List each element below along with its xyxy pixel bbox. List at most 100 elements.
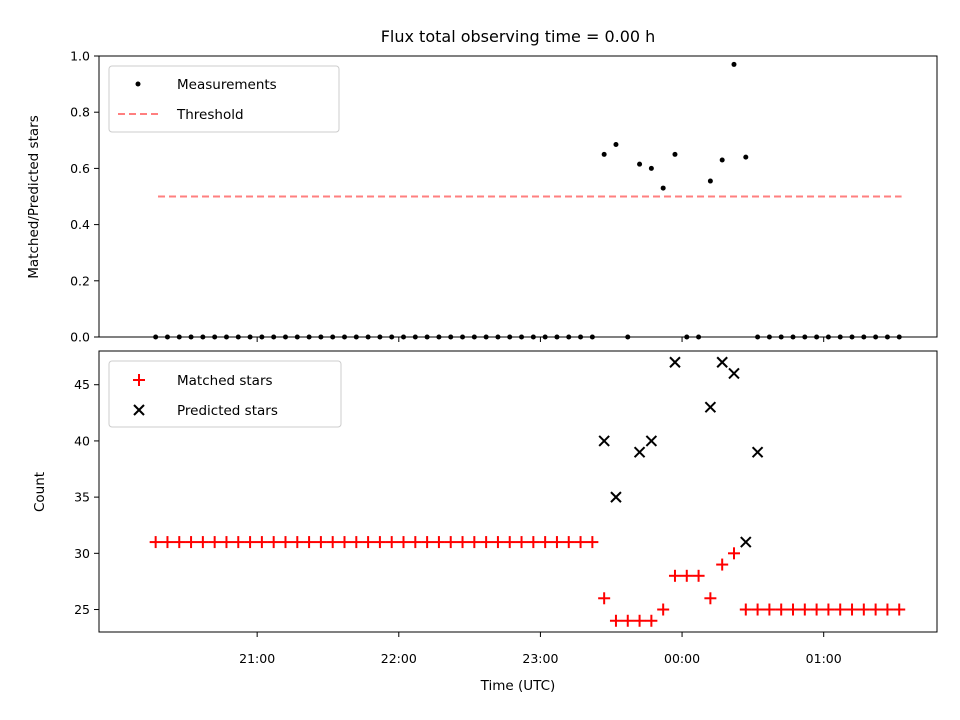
legend-marker-predicted xyxy=(133,404,145,416)
matched-star-point xyxy=(326,536,339,549)
measurement-point xyxy=(719,157,725,163)
matched-star-point xyxy=(787,603,800,616)
matched-star-point xyxy=(716,558,729,571)
predicted-star-point xyxy=(728,367,740,380)
predicted-star-point xyxy=(645,435,658,447)
ratio-y-tick-label: 0.2 xyxy=(70,273,90,288)
matched-star-point xyxy=(609,614,622,627)
predicted-star-point xyxy=(598,435,610,447)
matched-star-point xyxy=(456,536,469,549)
count-y-axis-label: Count xyxy=(32,472,48,512)
matched-star-point xyxy=(727,547,740,560)
matched-star-point xyxy=(303,536,316,549)
ratio-y-tick-label: 0.0 xyxy=(70,330,90,345)
matched-star-point xyxy=(562,536,575,549)
matched-star-point xyxy=(173,536,186,549)
ratio-y-ticks: 0.0 0.2 0.4 0.6 0.8 1.0 xyxy=(70,49,99,345)
legend-label-predicted: Predicted stars xyxy=(177,403,278,419)
count-marks xyxy=(149,356,906,627)
matched-star-point xyxy=(338,536,351,549)
ratio-y-tick-label: 0.6 xyxy=(70,161,90,176)
matched-star-point xyxy=(385,536,398,549)
matched-star-point xyxy=(409,536,422,549)
legend-label-threshold: Threshold xyxy=(176,107,244,123)
ratio-y-tick-label: 0.8 xyxy=(70,105,90,120)
matched-star-point xyxy=(775,603,788,616)
matched-star-point xyxy=(149,536,162,549)
count-legend: Matched stars Predicted stars xyxy=(108,360,342,428)
matched-star-point xyxy=(598,592,611,605)
matched-star-point xyxy=(834,603,847,616)
matched-star-point xyxy=(397,536,410,549)
measurement-point xyxy=(743,154,749,160)
measurement-point xyxy=(601,151,607,157)
ratio-y-tick-label: 0.4 xyxy=(70,217,90,232)
matched-star-point xyxy=(196,536,209,549)
matched-star-point xyxy=(314,536,327,549)
ratio-legend: Measurements Threshold xyxy=(108,65,340,133)
matched-star-point xyxy=(763,603,776,616)
count-y-ticks: 25 30 35 40 45 xyxy=(74,377,99,617)
measurement-point xyxy=(648,165,654,171)
matched-star-point xyxy=(846,603,859,616)
measurement-point xyxy=(672,151,678,157)
matched-star-point xyxy=(621,614,634,627)
x-tick-label: 22:00 xyxy=(381,651,417,666)
x-tick-label: 23:00 xyxy=(522,651,558,666)
legend-marker-measurements xyxy=(135,81,141,87)
matched-star-point xyxy=(550,536,563,549)
matched-star-point xyxy=(668,569,681,582)
matched-star-point xyxy=(350,536,363,549)
count-x-ticks: 21:00 22:00 23:00 00:00 01:00 xyxy=(239,632,842,666)
matched-star-point xyxy=(232,536,245,549)
measurement-point xyxy=(637,161,643,167)
matched-star-point xyxy=(574,536,587,549)
chart-title: Flux total observing time = 0.00 h xyxy=(381,27,656,46)
predicted-star-point xyxy=(633,446,646,458)
x-tick-label: 00:00 xyxy=(664,651,700,666)
matched-star-point xyxy=(291,536,304,549)
matched-star-point xyxy=(798,603,811,616)
count-y-tick-label: 25 xyxy=(74,602,90,617)
matched-star-point xyxy=(373,536,386,549)
matched-star-point xyxy=(444,536,457,549)
measurement-point xyxy=(731,61,737,67)
predicted-star-point xyxy=(740,536,752,548)
matched-star-point xyxy=(739,603,752,616)
matched-star-point xyxy=(527,536,540,549)
matched-star-point xyxy=(645,614,658,627)
matched-star-point xyxy=(704,592,717,605)
matched-star-point xyxy=(468,536,481,549)
matched-star-point xyxy=(432,536,445,549)
predicted-star-point xyxy=(704,401,717,413)
legend-marker-matched xyxy=(133,374,145,386)
ratio-legend-frame xyxy=(108,65,340,133)
matched-star-point xyxy=(480,536,493,549)
x-tick-label: 01:00 xyxy=(806,651,842,666)
matched-star-point xyxy=(633,614,646,627)
matched-star-point xyxy=(161,536,174,549)
matched-star-point xyxy=(857,603,870,616)
matched-star-point xyxy=(491,536,504,549)
matched-star-point xyxy=(881,603,894,616)
ratio-y-axis-label: Matched/Predicted stars xyxy=(26,115,42,278)
matched-star-point xyxy=(822,603,835,616)
matched-star-point xyxy=(362,536,375,549)
matched-star-point xyxy=(220,536,233,549)
ratio-x-ticks xyxy=(256,337,825,342)
measurement-point xyxy=(707,178,713,184)
count-y-tick-label: 35 xyxy=(74,490,90,505)
ratio-y-tick-label: 1.0 xyxy=(70,49,90,64)
legend-label-matched: Matched stars xyxy=(177,373,273,389)
x-axis-label: Time (UTC) xyxy=(480,678,556,694)
matched-star-point xyxy=(869,603,882,616)
count-legend-frame xyxy=(108,360,342,428)
predicted-star-point xyxy=(751,446,764,458)
matched-star-point xyxy=(751,603,764,616)
matched-star-point xyxy=(279,536,292,549)
count-axes-frame xyxy=(98,350,938,633)
count-y-tick-label: 30 xyxy=(74,546,90,561)
matched-star-point xyxy=(503,536,516,549)
matched-star-point xyxy=(893,603,906,616)
